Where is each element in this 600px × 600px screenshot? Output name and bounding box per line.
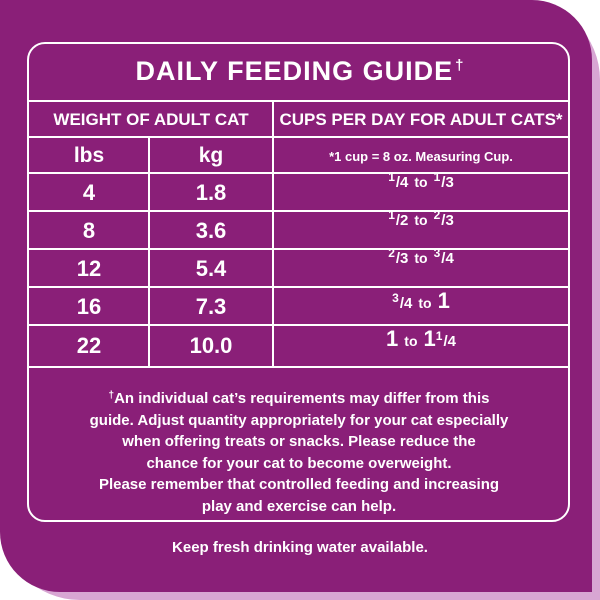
table-header-row: WEIGHT OF ADULT CAT CUPS PER DAY FOR ADU…: [29, 100, 568, 138]
subheader-cup-note: *1 cup = 8 oz. Measuring Cup.: [329, 148, 513, 164]
to-word: to: [414, 174, 428, 190]
to-numerator: 2: [433, 208, 441, 222]
header-weight: WEIGHT OF ADULT CAT: [53, 110, 249, 129]
note-line: †An individual cat’s requirements may di…: [45, 385, 553, 410]
from-numerator: 2: [388, 246, 395, 260]
lbs-value: 8: [82, 218, 96, 243]
from-numerator: 1: [388, 170, 395, 184]
divider: [272, 250, 274, 288]
cups-value: 2/3 to 3/4: [388, 246, 454, 267]
table-row: 22 10.0 1 to 1 1/4: [29, 324, 568, 368]
title-text: DAILY FEEDING GUIDE: [135, 56, 454, 86]
header-cups: CUPS PER DAY FOR ADULT CATS*: [279, 110, 563, 129]
from-numerator: 3: [392, 291, 399, 305]
divider: [272, 138, 274, 174]
to-word: to: [418, 295, 432, 311]
from-denominator: 4: [400, 174, 409, 191]
divider: [148, 326, 150, 366]
lbs-value: 12: [76, 256, 102, 281]
from-whole: 1: [386, 326, 399, 351]
kg-value: 1.8: [195, 180, 227, 205]
from-denominator: 3: [400, 250, 409, 267]
lbs-value: 16: [76, 294, 102, 319]
divider: [272, 212, 274, 250]
note-line: play and exercise can help.: [201, 497, 397, 515]
lbs-value: 4: [82, 180, 96, 205]
divider: [148, 174, 150, 212]
to-numerator: 1: [435, 329, 443, 343]
to-word: to: [414, 250, 428, 266]
to-whole: 1: [423, 326, 436, 351]
cups-value: 1 to 1 1/4: [386, 326, 456, 351]
title-dagger: †: [455, 57, 465, 74]
to-numerator: 1: [433, 170, 441, 184]
lbs-value: 22: [76, 333, 102, 358]
note-line: when offering treats or snacks. Please r…: [122, 433, 476, 450]
kg-value: 10.0: [189, 333, 233, 358]
divider: [272, 288, 274, 326]
table-row: 16 7.3 3/4 to 1: [29, 286, 568, 326]
note-dagger: †: [108, 390, 115, 401]
to-numerator: 3: [433, 246, 441, 260]
to-denominator: 4: [447, 333, 456, 350]
from-denominator: 2: [400, 212, 409, 229]
divider: [272, 326, 274, 366]
table-row: 12 5.4 2/3 to 3/4: [29, 246, 568, 288]
cups-value: 1/2 to 2/3: [388, 208, 454, 229]
guide-card-border: [27, 42, 570, 522]
to-denominator: 4: [445, 250, 454, 267]
kg-value: 3.6: [195, 218, 227, 243]
subheader-kg: kg: [198, 144, 224, 167]
kg-value: 7.3: [195, 294, 227, 319]
to-denominator: 3: [445, 174, 454, 191]
divider: [272, 102, 274, 138]
divider: [148, 138, 150, 174]
to-word: to: [414, 212, 428, 228]
divider: [272, 174, 274, 212]
to-denominator: 3: [445, 212, 454, 229]
water-reminder: Keep fresh drinking water available.: [172, 539, 428, 556]
kg-value: 5.4: [195, 256, 227, 281]
cups-value: 3/4 to 1: [392, 288, 450, 313]
to-whole: 1: [437, 288, 450, 313]
from-denominator: 4: [404, 295, 413, 312]
from-numerator: 1: [388, 208, 395, 222]
note-line: Please remember that controlled feeding …: [98, 476, 500, 493]
table-row: 8 3.6 1/2 to 2/3: [29, 208, 568, 250]
divider: [148, 250, 150, 288]
feeding-disclaimer: †An individual cat’s requirements may di…: [45, 385, 553, 517]
to-word: to: [404, 333, 418, 349]
note-line-text: An individual cat’s requirements may dif…: [114, 390, 490, 407]
subheader-lbs: lbs: [73, 144, 105, 167]
table-subheader-row: lbs kg *1 cup = 8 oz. Measuring Cup.: [29, 136, 568, 174]
cups-value: 1/4 to 1/3: [388, 170, 454, 191]
note-line: guide. Adjust quantity appropriately for…: [89, 411, 509, 429]
table-row: 4 1.8 1/4 to 1/3: [29, 170, 568, 212]
note-line: chance for your cat to become overweight…: [146, 454, 452, 472]
divider: [148, 288, 150, 326]
divider: [148, 212, 150, 250]
page-title: DAILY FEEDING GUIDE †: [0, 56, 600, 87]
purple-background: [0, 0, 592, 592]
